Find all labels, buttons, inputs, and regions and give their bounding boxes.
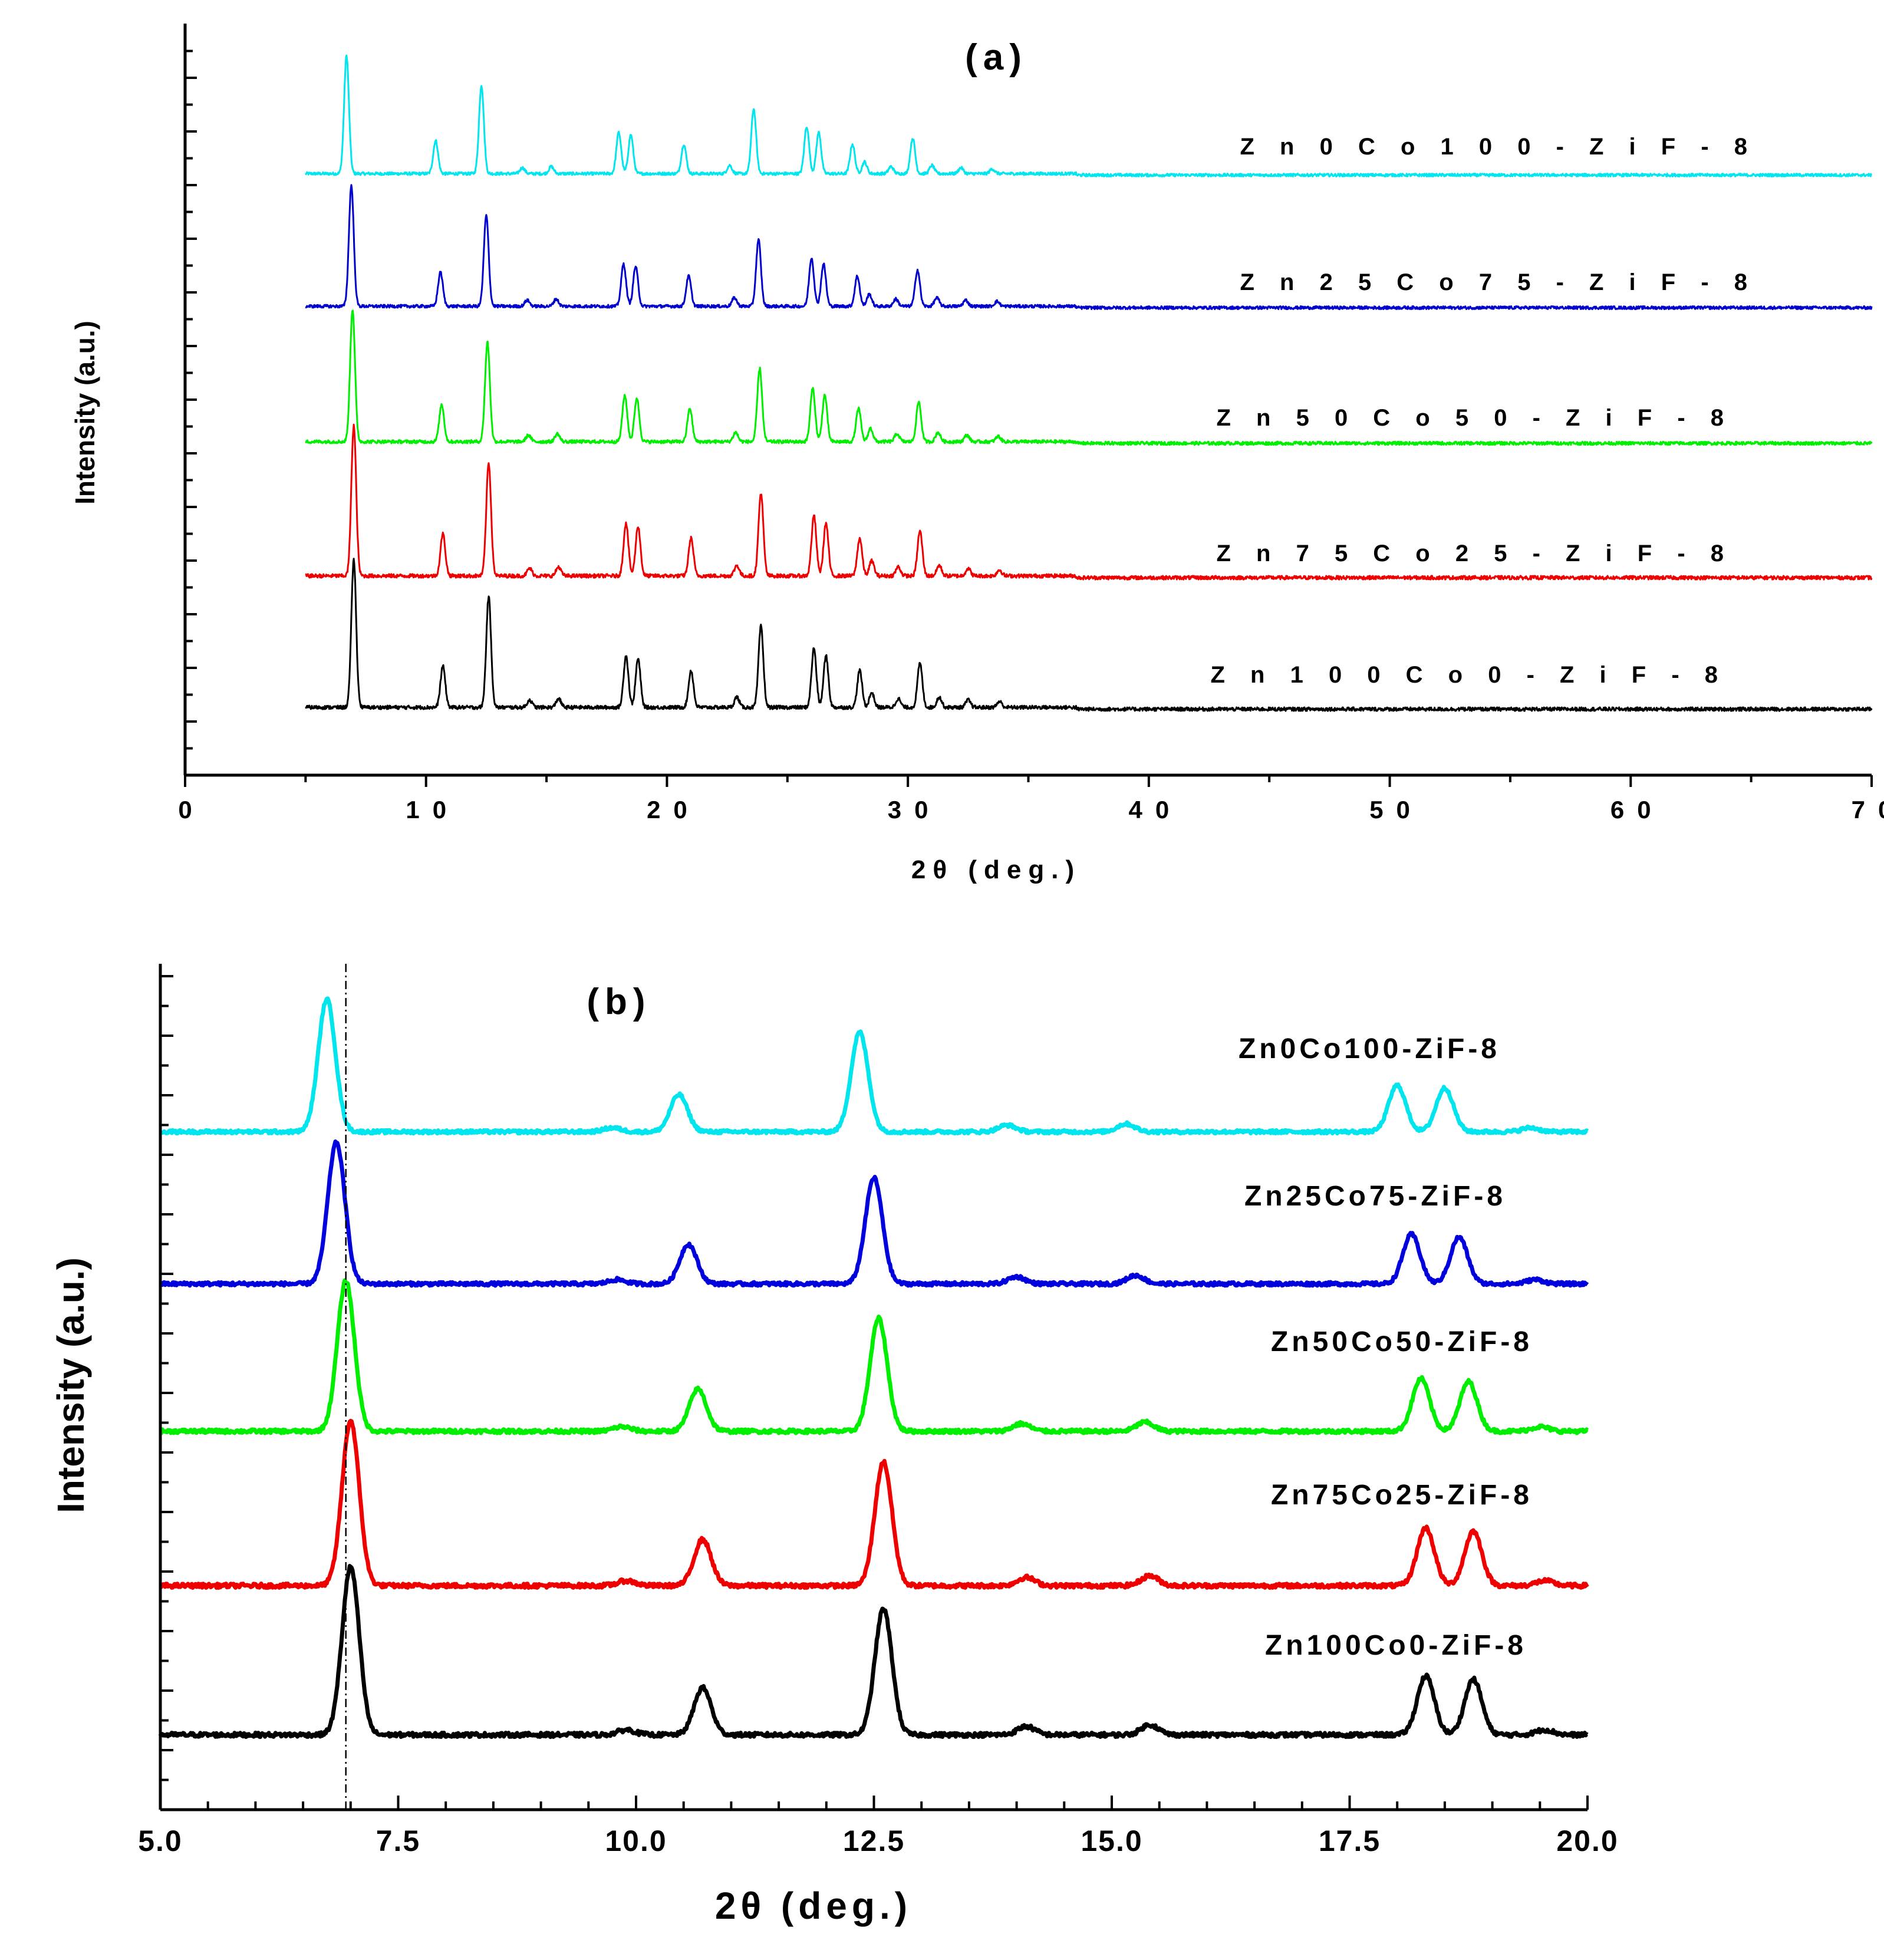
panel-b-x-ticks [159, 1796, 1589, 1810]
panel-a: 0 10 20 30 40 50 60 70 (a) 2θ (deg.) Intensity … [70, 24, 1884, 884]
panel-b-legend: Zn0Co100-ZiF-8 Zn25Co75-ZiF-8 Zn50Co50-Z… [1239, 1033, 1533, 1661]
panel-b-x-axis-title: 2θ (deg.) [715, 1885, 912, 1927]
panel-a-x-tick-label: 20 [647, 796, 700, 823]
panel-a-y-axis-title: Intensity (a.u.) [70, 321, 100, 505]
panel-b-plot-area [158, 964, 1589, 1810]
panel-b-legend-zn75co25: Zn75Co25-ZiF-8 [1271, 1480, 1533, 1511]
panel-a-legend-zn50co50: Z n 5 0 C o 5 0 - Z i F - 8 [1216, 405, 1733, 431]
series-line-zn0co100-zif-8 [159, 996, 1589, 1136]
series-line-zn100co0-zif-8 [158, 1564, 1589, 1740]
panel-a-x-tick-label: 30 [888, 796, 941, 823]
panel-a-x-axis-title: 2θ (deg.) [911, 855, 1081, 884]
panel-b-label: (b) [587, 981, 651, 1022]
panel-b-x-tick-label: 12.5 [843, 1824, 905, 1857]
panel-a-x-tick-label: 60 [1610, 796, 1664, 823]
panel-a-legend-zn25co75: Z n 2 5 C o 7 5 - Z i F - 8 [1240, 269, 1757, 295]
panel-b-legend-zn50co50: Zn50Co50-ZiF-8 [1271, 1326, 1533, 1358]
panel-a-label: (a) [965, 37, 1027, 78]
series-line-zn25co75-zif-8 [159, 1139, 1589, 1288]
panel-b: 5.0 7.5 10.0 12.5 15.0 17.5 20.0 (b) 2θ (deg.)… [50, 964, 1618, 1927]
panel-a-legend-zn100co0: Z n 1 0 0 C o 0 - Z i F - 8 [1210, 662, 1727, 688]
panel-a-legend-zn0co100: Z n 0 C o 1 0 0 - Z i F - 8 [1240, 134, 1757, 160]
panel-a-y-ticks [185, 50, 197, 776]
panel-b-y-axis-title: Intensity (a.u.) [50, 1257, 92, 1513]
panel-a-x-tick-label: 70 [1852, 796, 1884, 823]
panel-a-x-tick-labels: 0 10 20 30 40 50 60 70 [178, 796, 1884, 823]
panel-a-x-tick-label: 40 [1128, 796, 1182, 823]
panel-a-x-tick-label: 10 [406, 796, 459, 823]
panel-a-x-ticks [184, 775, 1873, 787]
series-line-zn75co25-zif-8 [159, 1418, 1589, 1590]
panel-b-x-tick-label: 7.5 [376, 1824, 421, 1857]
panel-b-y-ticks [160, 975, 173, 1811]
panel-a-plot-area [305, 54, 1873, 712]
panel-a-x-tick-label: 0 [178, 796, 205, 823]
panel-a-legend-zn75co25: Z n 7 5 C o 2 5 - Z i F - 8 [1216, 541, 1733, 566]
series-line-zn50co50-zif-8 [305, 309, 1873, 446]
panel-b-legend-zn100co0: Zn100Co0-ZiF-8 [1265, 1630, 1527, 1661]
panel-a-legend: Z n 0 C o 1 0 0 - Z i F - 8 Z n 2 5 C o … [1210, 134, 1757, 688]
series-line-zn0co100-zif-8 [305, 54, 1872, 177]
series-line-zn25co75-zif-8 [305, 184, 1873, 311]
panel-b-x-tick-label: 10.0 [605, 1824, 667, 1857]
panel-b-x-tick-label: 20.0 [1556, 1824, 1618, 1857]
series-line-zn100co0-zif-8 [305, 558, 1873, 712]
panel-b-x-tick-label: 5.0 [138, 1824, 183, 1857]
panel-b-x-tick-label: 17.5 [1319, 1824, 1381, 1857]
panel-b-x-tick-label: 15.0 [1081, 1824, 1142, 1857]
panel-b-legend-zn0co100: Zn0Co100-ZiF-8 [1239, 1033, 1500, 1065]
panel-a-x-tick-label: 50 [1369, 796, 1423, 823]
series-line-zn75co25-zif-8 [305, 423, 1873, 581]
panel-b-x-tick-labels: 5.0 7.5 10.0 12.5 15.0 17.5 20.0 [138, 1824, 1618, 1857]
panel-b-legend-zn25co75: Zn25Co75-ZiF-8 [1244, 1181, 1506, 1212]
series-line-zn50co50-zif-8 [159, 1278, 1589, 1435]
